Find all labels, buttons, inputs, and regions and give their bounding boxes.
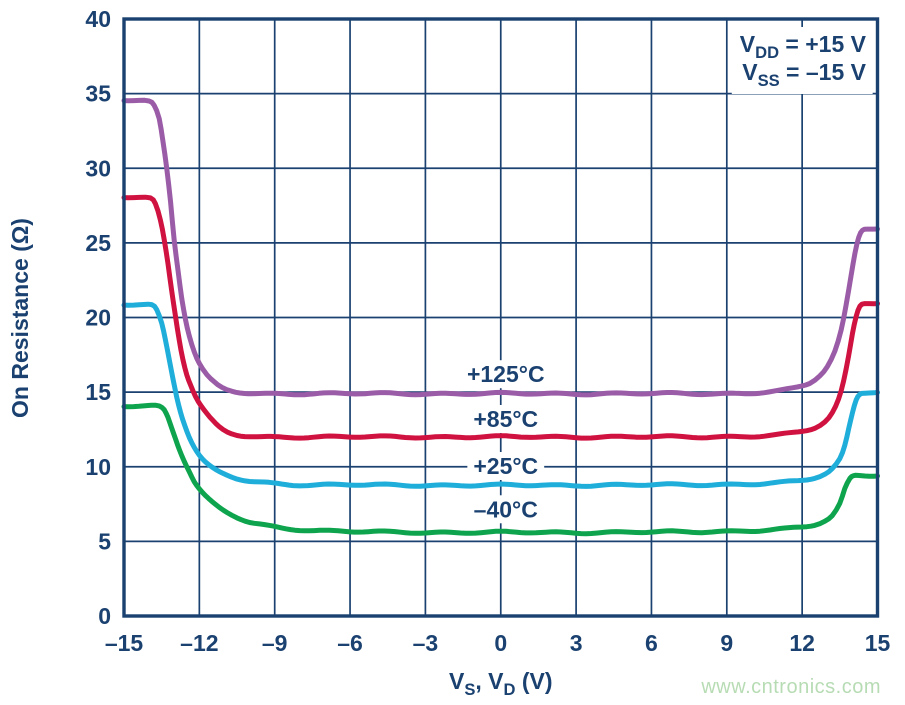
x-tick-label: –12 <box>180 630 218 656</box>
curve-label-text: +85°C <box>473 406 538 432</box>
series-path-1 <box>121 194 880 441</box>
x-tick-label: 0 <box>494 630 507 656</box>
grid-lines <box>123 18 879 617</box>
x-tick-label: –9 <box>262 630 288 656</box>
x-tick-label: –6 <box>337 630 363 656</box>
y-tick-label: 5 <box>98 528 111 554</box>
y-tick-label: 25 <box>85 230 111 256</box>
x-tick-label: 9 <box>720 630 733 656</box>
curve-label-text: –40°C <box>474 496 538 522</box>
x-tick-label: 12 <box>789 630 815 656</box>
curve-label-background <box>467 495 544 524</box>
y-tick-label: 30 <box>85 155 111 181</box>
x-tick-label: –3 <box>413 630 439 656</box>
plot-frame <box>122 17 880 618</box>
curve-label-background <box>467 452 545 481</box>
y-tick-label: 20 <box>85 305 111 331</box>
y-axis-title: On Resistance (Ω) <box>7 218 33 418</box>
x-axis-title: VS, VD (V) <box>449 668 553 699</box>
annotation-line: VDD = +15 V <box>740 31 867 62</box>
x-tick-labels: –15 –12 –9 –6 –3 0 3 6 9 12 15 <box>105 630 891 656</box>
curve-label-text: +25°C <box>473 453 538 479</box>
curve-label-0: +125°C <box>460 360 551 389</box>
curve-label-text: +125°C <box>467 361 545 387</box>
y-tick-label: 0 <box>98 603 111 629</box>
x-tick-label: –15 <box>105 630 144 656</box>
y-tick-label: 40 <box>85 6 111 32</box>
x-tick-label: 3 <box>570 630 583 656</box>
x-tick-label: 15 <box>865 630 891 656</box>
y-tick-label: 35 <box>85 81 111 107</box>
series-path-2 <box>121 301 880 489</box>
annotation-background <box>731 27 873 94</box>
y-tick-label: 15 <box>85 379 111 405</box>
annotation-line: VSS = –15 V <box>742 59 866 90</box>
series-path-0 <box>121 97 880 398</box>
curve-label-1: +85°C <box>467 404 545 433</box>
curve-label-background <box>460 360 551 389</box>
watermark: www.cntronics.com <box>701 676 881 698</box>
y-tick-label: 10 <box>85 454 111 480</box>
series-path-3 <box>121 402 880 537</box>
curve-label-background <box>467 404 545 433</box>
y-tick-labels: 0 5 10 15 20 25 30 35 40 <box>85 6 111 629</box>
curve-label-3: –40°C <box>467 495 544 524</box>
x-tick-label: 6 <box>645 630 658 656</box>
curve-labels: +125°C +85°C +25°C –40°C <box>460 360 551 524</box>
curve-label-2: +25°C <box>467 452 545 481</box>
series-curves <box>121 97 880 537</box>
